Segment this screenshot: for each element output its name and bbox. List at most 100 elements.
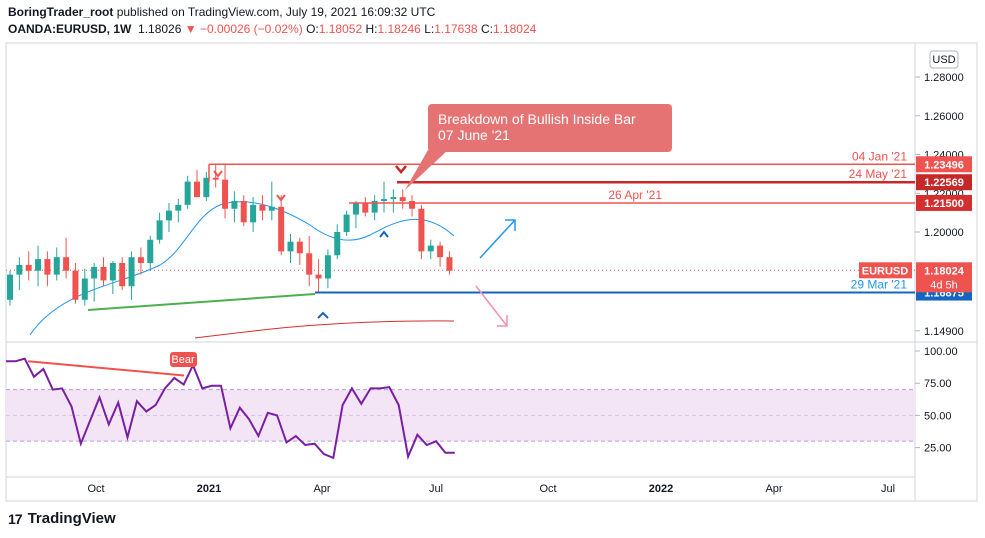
high-value: 1.18246 [377, 22, 421, 36]
candle-body [315, 274, 322, 279]
candle-body [203, 177, 210, 198]
bearish-arrow-icon [475, 285, 508, 327]
candle-body [324, 255, 331, 279]
candle-body [334, 232, 341, 256]
candle-body [44, 259, 51, 275]
swing-low-marker-icon [317, 311, 329, 319]
tradingview-brand: 17 TradingView [8, 510, 116, 527]
candle-body [128, 257, 135, 287]
bear-badge [170, 352, 197, 367]
swing-high-marker-icon [276, 194, 286, 202]
candle-body [147, 239, 154, 263]
author-name[interactable]: BoringTrader_root [8, 5, 114, 19]
candle-body [418, 208, 425, 252]
time-tick-label: Apr [313, 483, 330, 495]
candle-body [381, 199, 387, 201]
publish-text: published on TradingView.com, July 19, 2… [116, 5, 436, 19]
time-tick-label: 2022 [649, 483, 673, 495]
symbol-info: OANDA:EURUSD, 1W 1.18026 ▼ −0.00026 (−0.… [8, 22, 536, 36]
candle-body [296, 241, 303, 254]
candle-body [119, 263, 126, 287]
last-price: 1.18026 [138, 22, 182, 36]
price-tick-label: 1.28000 [924, 72, 964, 84]
rsi-tick-label: 25.00 [924, 443, 952, 455]
price-pane[interactable]: 04 Jan '21 24 May '21 26 Apr '21 29 Mar '21… [6, 104, 915, 339]
candle-body [409, 201, 416, 209]
close-value: 1.18024 [492, 22, 537, 36]
candle-body [81, 278, 88, 300]
support-trendline [87, 293, 316, 311]
candle-body [72, 270, 79, 300]
chart-frame [5, 42, 978, 502]
symbol-tag-text: EURUSD [862, 265, 909, 277]
candle-body [222, 179, 229, 209]
level-price-tag-text: 1.22569 [924, 177, 964, 189]
candle-body [278, 206, 285, 252]
candle-body [240, 201, 247, 223]
level-date-label: 04 Jan '21 [852, 149, 907, 163]
price-axis[interactable]: USD1.280001.260001.240001.220001.200001.… [87, 50, 972, 495]
candle-body [165, 210, 172, 221]
candle-body [352, 202, 359, 215]
candle-body [306, 253, 313, 275]
publish-info: BoringTrader_root published on TradingVi… [8, 5, 435, 19]
low-label: L: [424, 22, 435, 36]
bear-label: Bear [171, 354, 195, 366]
time-tick-label: Jul [429, 483, 443, 495]
currency-label: USD [932, 54, 955, 66]
time-tick-label: 2021 [197, 483, 221, 495]
open-label: O: [306, 22, 319, 36]
rsi-divergence-line [27, 360, 185, 377]
candle-body [437, 245, 444, 258]
symbol-label[interactable]: OANDA:EURUSD, 1W [8, 22, 132, 36]
candle-body [250, 204, 257, 223]
candle-body [231, 201, 238, 209]
candle-body [53, 257, 60, 275]
symbol-tag [859, 262, 912, 279]
candle-body [35, 259, 42, 271]
level-date-label: 29 Mar '21 [851, 278, 908, 292]
candle-body [287, 241, 294, 252]
level-price-tag-text: 1.21500 [924, 198, 964, 210]
callout-box [428, 104, 672, 152]
low-value: 1.17638 [434, 22, 478, 36]
candle-body [427, 245, 434, 252]
tradingview-logo-icon: 17 [8, 510, 23, 527]
close-label: C: [480, 22, 493, 36]
candle-body [259, 204, 266, 211]
candle-body [212, 177, 219, 180]
time-tick-label: Apr [765, 483, 782, 495]
candle-body [137, 257, 144, 263]
swing-high-marker-icon [213, 170, 223, 178]
candle-body [446, 257, 453, 271]
brand-name: TradingView [27, 510, 116, 527]
rsi-line [6, 357, 455, 461]
candle-body [268, 206, 275, 211]
swing-low-marker-icon [379, 230, 389, 238]
candle-body [175, 204, 182, 211]
candle-body [194, 181, 200, 198]
time-tick-label: Oct [87, 483, 104, 495]
candle-body [16, 264, 23, 275]
candle-body [156, 220, 163, 240]
bullish-arrow-head-icon [505, 219, 516, 231]
rsi-tick-label: 75.00 [924, 378, 952, 390]
callout-pointer [405, 150, 448, 190]
bullish-arrow-icon [479, 219, 516, 259]
candle-body [362, 202, 369, 213]
candle-body [343, 214, 350, 232]
candle-body [371, 201, 378, 213]
high-label: H: [365, 22, 378, 36]
callout-line1: Breakdown of Bullish Inside Bar [438, 111, 636, 127]
candle-body [7, 274, 13, 300]
slow-ma-line [194, 320, 455, 339]
rsi-pane[interactable]: Bear [6, 352, 915, 461]
swing-high-marker-icon [395, 165, 407, 174]
candle-body [25, 264, 32, 271]
level-date-label: 26 Apr '21 [608, 188, 662, 202]
price-change: ▼ −0.00026 (−0.02%) [184, 22, 303, 36]
level-price-tag [916, 156, 972, 173]
price-tick-label: 1.14900 [924, 326, 964, 338]
price-tick-label: 1.20000 [924, 227, 964, 239]
